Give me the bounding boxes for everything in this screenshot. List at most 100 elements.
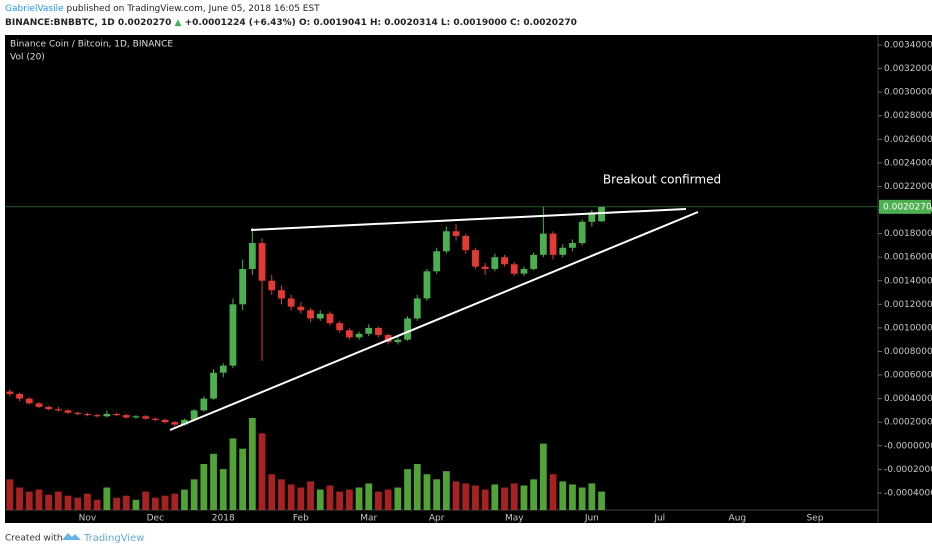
candle-body — [239, 268, 247, 305]
volume-bar — [161, 495, 169, 510]
volume-bar — [54, 491, 62, 510]
volume-bar — [181, 489, 188, 510]
symbol: BINANCE:BNBBTC, 1D — [5, 18, 115, 28]
volume-bar — [413, 464, 421, 510]
change: +0.0001224 (+6.43%) — [185, 18, 296, 28]
y-tick-label: 0.0030000 — [884, 88, 932, 98]
candle-body — [181, 419, 188, 425]
candle-body — [481, 266, 489, 269]
volume-bar — [171, 493, 179, 510]
candle-body — [365, 327, 373, 334]
y-tick-label: 0.0002000 — [884, 418, 932, 428]
x-tick-label: Sep — [806, 514, 823, 524]
candle-body — [64, 410, 72, 413]
footer-brand[interactable]: TradingView — [83, 533, 144, 544]
volume-bar — [345, 489, 353, 510]
candle-body — [326, 313, 334, 324]
volume-bar — [103, 487, 111, 510]
x-tick-label: Feb — [293, 514, 309, 524]
candle-body — [316, 313, 324, 319]
y-tick-label: -0.0002000 — [884, 465, 932, 475]
volume-bar — [16, 487, 23, 510]
volume-label: Vol (20) — [10, 53, 45, 63]
volume-bar — [472, 485, 479, 510]
volume-bar — [132, 499, 140, 510]
volume-bar — [64, 495, 72, 510]
volume-bar — [384, 489, 392, 510]
y-tick-label: -0.0004000 — [884, 488, 932, 498]
y-tick-label: 0.0034000 — [884, 41, 932, 51]
ohlc: O: 0.0019041 H: 0.0020314 L: 0.0019000 C… — [299, 18, 577, 28]
volume-bar — [122, 495, 130, 510]
x-tick-label: May — [505, 514, 524, 524]
volume-bar — [442, 471, 450, 510]
candle-body — [539, 233, 547, 255]
annotation: Breakout confirmed — [603, 173, 721, 187]
y-tick-label: 0.0004000 — [884, 394, 932, 404]
volume-bar — [481, 489, 489, 510]
candle-body — [16, 393, 23, 399]
candle-body — [45, 406, 53, 410]
candle-body — [404, 318, 411, 340]
header-line: GabrielVasile published on TradingView.c… — [5, 4, 320, 14]
chart-bg — [5, 35, 932, 523]
chart-title: Binance Coin / Bitcoin, 1D, BINANCE — [10, 40, 173, 50]
resistance-trendline — [250, 208, 687, 231]
volume-bar — [316, 489, 324, 510]
volume-bar — [569, 484, 576, 510]
volume-bar — [307, 481, 314, 510]
y-tick-label: 0.0006000 — [884, 371, 932, 381]
volume-bar — [404, 469, 411, 510]
candle-body — [413, 298, 421, 319]
candle-body — [433, 251, 441, 272]
volume-bar — [287, 484, 295, 510]
y-tick-label: 0.0028000 — [884, 111, 932, 121]
volume-bar — [326, 485, 334, 510]
candle-body — [588, 212, 596, 222]
candle-body — [248, 243, 256, 269]
symbol-line: BINANCE:BNBBTC, 1D 0.0020270 ▲ +0.000122… — [5, 18, 577, 28]
volume-bar — [539, 443, 547, 510]
candle-body — [452, 231, 460, 236]
candle-body — [472, 250, 479, 267]
candle-body — [103, 413, 111, 417]
volume-bar — [452, 481, 460, 510]
x-tick-label: Mar — [360, 514, 377, 524]
volume-bar — [93, 499, 101, 510]
y-tick-label: 0.0008000 — [884, 347, 932, 357]
volume-bar — [423, 474, 431, 510]
volume-bar — [142, 491, 150, 510]
y-tick-label: 0.0012000 — [884, 300, 932, 310]
y-tick-label: 0.0024000 — [884, 158, 932, 168]
candle-body — [6, 391, 14, 394]
candle-body — [297, 306, 305, 311]
candle-body — [598, 206, 605, 222]
volume-bar — [598, 491, 605, 510]
volume-bar — [355, 487, 363, 510]
volume-bar — [588, 483, 596, 510]
x-tick-label: Apr — [429, 514, 445, 524]
volume-bar — [578, 487, 586, 510]
candle-body — [336, 323, 344, 331]
volume-bar — [239, 448, 247, 510]
volume-bar — [491, 484, 499, 510]
candle-body — [578, 221, 586, 244]
candle-body — [423, 271, 431, 299]
volume-bar — [45, 494, 53, 510]
volume-bar — [248, 418, 256, 510]
candle-body — [84, 413, 91, 416]
volume-bar — [559, 481, 567, 510]
candle-body — [530, 254, 538, 269]
candle-body — [210, 372, 217, 399]
candle-body — [132, 416, 140, 418]
last-price-box — [879, 199, 931, 214]
author[interactable]: GabrielVasile — [5, 4, 64, 14]
candle-body — [559, 247, 567, 255]
y-tick-label: 0.0016000 — [884, 253, 932, 263]
candle-body — [171, 422, 179, 425]
candle-body — [258, 243, 266, 281]
volume-bar — [549, 474, 557, 510]
volume-bar — [84, 493, 91, 510]
y-tick-label: 0.0032000 — [884, 64, 932, 74]
volume-bar — [151, 497, 159, 510]
